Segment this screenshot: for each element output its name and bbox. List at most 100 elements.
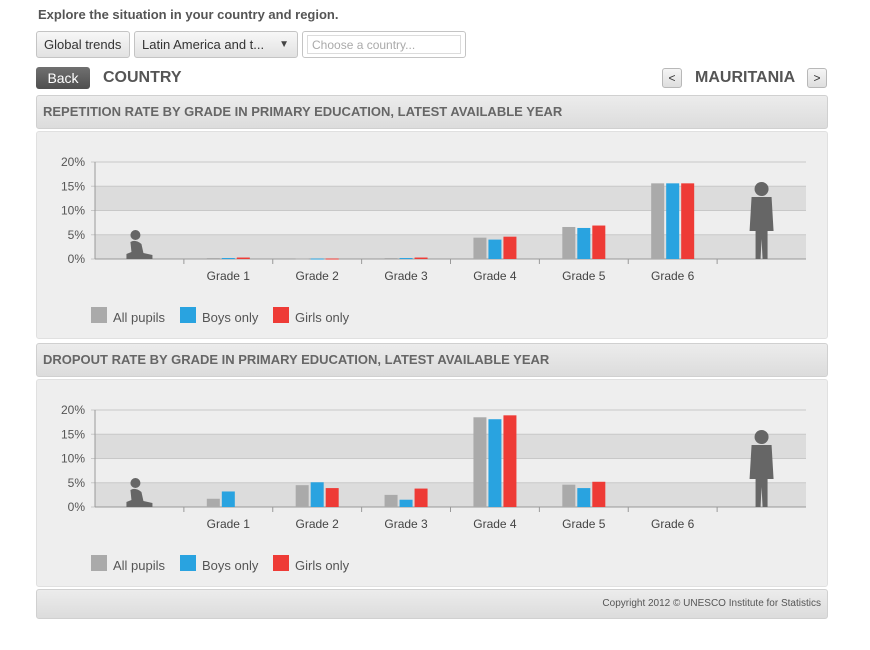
bar-all-pupils xyxy=(473,237,487,259)
bar-all-pupils xyxy=(651,183,665,259)
legend-label-girls: Girls only xyxy=(295,310,350,325)
legend-label-all: All pupils xyxy=(113,558,166,573)
bar-all-pupils xyxy=(206,498,220,507)
bar-all-pupils xyxy=(206,258,220,260)
child-silhouette-icon xyxy=(126,230,153,259)
country-search-box xyxy=(302,31,466,58)
legend-swatch-boys xyxy=(180,307,196,323)
y-tick-label: 5% xyxy=(68,228,86,242)
x-tick-label: Grade 2 xyxy=(296,269,340,283)
region-select-value: Latin America and t... xyxy=(142,37,265,52)
grid-band xyxy=(95,410,806,435)
legend-item-girls: Girls only xyxy=(273,307,349,325)
grid-band xyxy=(95,162,806,187)
bar-all-pupils xyxy=(295,258,309,260)
legend-item-girls: Girls only xyxy=(273,555,349,573)
dropout-chart-panel: 0% 5% 10% 15% 20% Grade 1 Grade 2 Grade 3 Grade … xyxy=(36,379,828,587)
bar-all-pupils xyxy=(473,417,487,507)
country-input[interactable] xyxy=(307,35,461,54)
legend-label-boys: Boys only xyxy=(202,310,259,325)
legend-swatch-girls xyxy=(273,307,289,323)
bar-all-pupils xyxy=(384,494,398,507)
legend-label-boys: Boys only xyxy=(202,558,259,573)
y-tick-label: 20% xyxy=(61,155,85,169)
bar-boys-only xyxy=(310,482,324,507)
bar-boys-only xyxy=(310,258,324,260)
x-tick-label: Grade 3 xyxy=(384,517,428,531)
dropout-chart-title: DROPOUT RATE BY GRADE IN PRIMARY EDUCATI… xyxy=(36,343,828,377)
legend-label-all: All pupils xyxy=(113,310,166,325)
section-label: COUNTRY xyxy=(103,69,182,86)
previous-country-button[interactable]: < xyxy=(662,68,682,88)
bar-girls-only xyxy=(592,481,606,507)
bar-boys-only xyxy=(488,239,502,259)
bar-girls-only xyxy=(681,183,695,259)
bar-boys-only xyxy=(577,488,591,507)
bar-girls-only xyxy=(325,488,339,507)
region-select[interactable]: Latin America and t... ▼ xyxy=(134,31,298,58)
bar-boys-only xyxy=(221,491,235,507)
legend-item-all: All pupils xyxy=(91,307,165,325)
x-tick-label: Grade 6 xyxy=(651,269,695,283)
bar-all-pupils xyxy=(562,484,576,507)
adult-silhouette-icon xyxy=(749,182,774,259)
legend-label-girls: Girls only xyxy=(295,558,350,573)
legend-swatch-all xyxy=(91,555,107,571)
grid-band xyxy=(95,210,806,235)
next-country-button[interactable]: > xyxy=(807,68,827,88)
legend-swatch-all xyxy=(91,307,107,323)
legend-item-boys: Boys only xyxy=(180,307,258,325)
bar-all-pupils xyxy=(562,226,576,259)
y-tick-label: 15% xyxy=(61,179,85,193)
bar-boys-only xyxy=(221,258,235,260)
grid-band xyxy=(95,482,806,507)
y-tick-label: 10% xyxy=(61,204,85,218)
grid-band xyxy=(95,458,806,483)
grid-band xyxy=(95,186,806,211)
bar-girls-only xyxy=(503,415,517,507)
y-tick-label: 15% xyxy=(61,427,85,441)
x-tick-label: Grade 1 xyxy=(207,269,251,283)
bar-girls-only xyxy=(592,225,606,259)
x-tick-label: Grade 3 xyxy=(384,269,428,283)
bar-all-pupils xyxy=(384,258,398,260)
grid-band xyxy=(95,234,806,259)
repetition-chart-panel: 0% 5% 10% 15% 20% Grade 1 Grade 2 Grade 3 Grade … xyxy=(36,131,828,339)
back-button[interactable]: Back xyxy=(36,67,90,89)
bar-boys-only xyxy=(488,419,502,507)
x-tick-label: Grade 2 xyxy=(296,517,340,531)
x-tick-label: Grade 5 xyxy=(562,517,606,531)
y-tick-label: 0% xyxy=(68,500,86,514)
x-tick-label: Grade 6 xyxy=(651,517,695,531)
legend-item-all: All pupils xyxy=(91,555,165,573)
y-tick-label: 10% xyxy=(61,452,85,466)
y-tick-label: 5% xyxy=(68,476,86,490)
bar-girls-only xyxy=(414,488,428,507)
bar-boys-only xyxy=(666,183,680,259)
repetition-chart: 0% 5% 10% 15% 20% Grade 1 Grade 2 Grade 3 Grade … xyxy=(61,155,806,283)
global-trends-button[interactable]: Global trends xyxy=(36,31,130,58)
bar-girls-only xyxy=(325,258,339,260)
adult-silhouette-icon xyxy=(749,430,774,507)
bar-boys-only xyxy=(399,258,413,260)
intro-text: Explore the situation in your country an… xyxy=(38,7,339,22)
triangle-down-icon: ▼ xyxy=(279,39,289,50)
legend-swatch-girls xyxy=(273,555,289,571)
legend-item-boys: Boys only xyxy=(180,555,258,573)
x-tick-label: Grade 5 xyxy=(562,269,606,283)
bar-girls-only xyxy=(503,236,517,259)
copyright-footer: Copyright 2012 © UNESCO Institute for St… xyxy=(36,589,828,619)
x-tick-label: Grade 4 xyxy=(473,517,517,531)
dropout-chart: 0% 5% 10% 15% 20% Grade 1 Grade 2 Grade 3 Grade … xyxy=(61,403,806,531)
y-tick-label: 0% xyxy=(68,252,86,266)
x-tick-label: Grade 4 xyxy=(473,269,517,283)
child-silhouette-icon xyxy=(126,478,153,507)
x-tick-label: Grade 1 xyxy=(207,517,251,531)
repetition-chart-title: REPETITION RATE BY GRADE IN PRIMARY EDUC… xyxy=(36,95,828,129)
country-name: MAURITANIA xyxy=(695,69,796,86)
legend-swatch-boys xyxy=(180,555,196,571)
y-tick-label: 20% xyxy=(61,403,85,417)
bar-girls-only xyxy=(236,257,250,259)
bar-all-pupils xyxy=(295,485,309,507)
bar-boys-only xyxy=(577,227,591,259)
